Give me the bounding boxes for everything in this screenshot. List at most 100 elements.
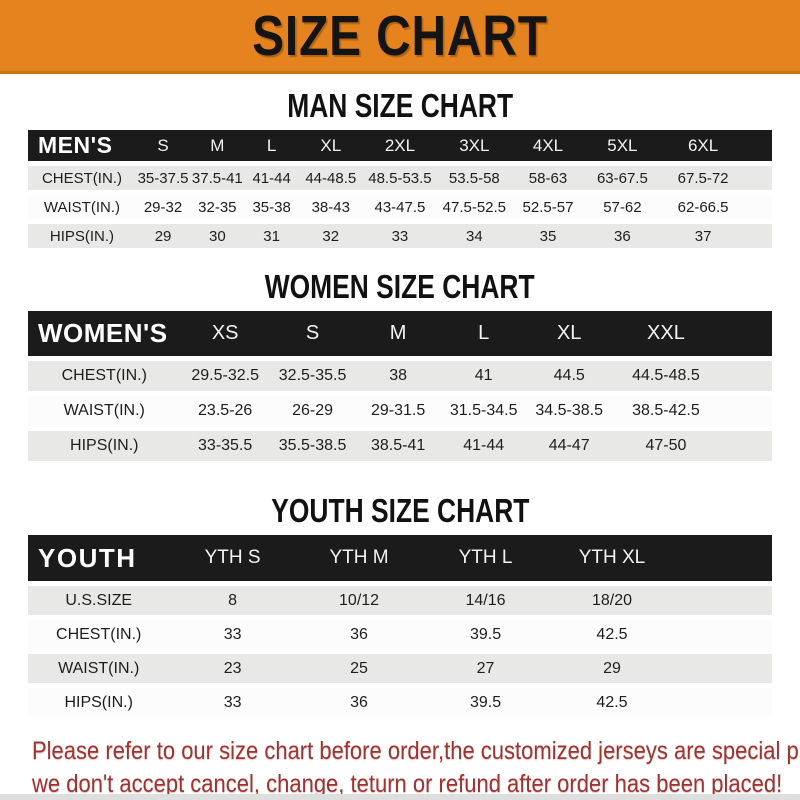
- men-size-header: L: [244, 130, 299, 161]
- row-label: WAIST(IN.): [28, 195, 136, 219]
- disclaimer-line-1-text: Please refer to our size chart before or…: [32, 737, 800, 765]
- spacer-cell: [675, 654, 772, 683]
- cell: 41-44: [440, 431, 527, 461]
- cell: 44-47: [526, 431, 612, 461]
- cell: 33-35.5: [180, 431, 270, 461]
- cell: 38.5-42.5: [611, 396, 720, 426]
- women-size-header: XL: [526, 311, 612, 356]
- cell: 38: [355, 361, 441, 391]
- bottom-edge-strip: [0, 794, 800, 800]
- disclaimer-line-2-text: we don't accept cancel, change, teturn o…: [32, 770, 783, 798]
- women-size-header: L: [440, 311, 527, 356]
- row-label: CHEST(IN.): [28, 620, 170, 649]
- row-label: WAIST(IN.): [28, 396, 181, 426]
- women-hips-row: HIPS(IN.) 33-35.5 35.5-38.5 38.5-41 41-4…: [28, 431, 772, 461]
- men-size-table: MEN'S S M L XL 2XL 3XL 4XL 5XL 6XL CHEST…: [28, 125, 772, 253]
- cell: 32.5-35.5: [269, 361, 356, 391]
- cell: 32-35: [190, 195, 245, 219]
- women-section-heading: WOMEN SIZE CHART: [0, 268, 800, 306]
- cell: 32: [298, 224, 363, 248]
- men-size-header: 2XL: [362, 130, 438, 161]
- men-table-header-row: MEN'S S M L XL 2XL 3XL 4XL 5XL 6XL: [28, 130, 772, 161]
- cell: 18/20: [548, 586, 676, 615]
- cell: 44-48.5: [298, 166, 363, 190]
- youth-size-header: YTH L: [422, 535, 549, 581]
- banner: SIZE CHART: [0, 0, 800, 74]
- cell: 29-31.5: [355, 396, 441, 426]
- women-chest-row: CHEST(IN.) 29.5-32.5 32.5-35.5 38 41 44.…: [28, 361, 772, 391]
- women-table-title: WOMEN'S: [28, 311, 181, 356]
- cell: 25: [295, 654, 423, 683]
- youth-size-header: YTH XL: [548, 535, 676, 581]
- spacer-cell: [719, 311, 772, 356]
- men-section-heading: MAN SIZE CHART: [0, 87, 800, 125]
- youth-section-heading-text: YOUTH SIZE CHART: [270, 492, 530, 529]
- row-label: CHEST(IN.): [28, 361, 181, 391]
- row-label: WAIST(IN.): [28, 654, 170, 683]
- spacer-cell: [675, 620, 772, 649]
- cell: 36: [295, 688, 423, 717]
- cell: 53.5-58: [437, 166, 512, 190]
- women-size-header: S: [269, 311, 356, 356]
- cell: 33: [169, 620, 296, 649]
- cell: 47.5-52.5: [437, 195, 512, 219]
- women-size-header: M: [355, 311, 441, 356]
- men-section-heading-text: MAN SIZE CHART: [287, 87, 513, 124]
- cell: 26-29: [269, 396, 356, 426]
- cell: 62-66.5: [660, 195, 746, 219]
- cell: 43-47.5: [362, 195, 438, 219]
- men-size-header: 3XL: [437, 130, 512, 161]
- spacer-cell: [745, 166, 772, 190]
- cell: 8: [169, 586, 296, 615]
- row-label: HIPS(IN.): [28, 224, 136, 248]
- cell: 36: [295, 620, 423, 649]
- cell: 33: [169, 688, 296, 717]
- spacer-cell: [745, 224, 772, 248]
- disclaimer-line-1: Please refer to our size chart before or…: [32, 735, 800, 768]
- spacer-cell: [675, 586, 772, 615]
- cell: 23.5-26: [180, 396, 270, 426]
- men-size-header: 6XL: [660, 130, 746, 161]
- women-size-header: XXL: [611, 311, 720, 356]
- men-chest-row: CHEST(IN.) 35-37.5 37.5-41 41-44 44-48.5…: [28, 166, 772, 190]
- cell: 48.5-53.5: [362, 166, 438, 190]
- youth-hips-row: HIPS(IN.) 33 36 39.5 42.5: [28, 688, 772, 717]
- spacer-cell: [675, 535, 772, 581]
- cell: 36: [584, 224, 661, 248]
- cell: 39.5: [422, 620, 549, 649]
- cell: 29: [548, 654, 676, 683]
- women-size-table: WOMEN'S XS S M L XL XXL CHEST(IN.) 29.5-…: [28, 306, 772, 466]
- youth-size-header: YTH M: [295, 535, 423, 581]
- spacer-cell: [675, 688, 772, 717]
- cell: 35-38: [244, 195, 299, 219]
- cell: 38-43: [298, 195, 363, 219]
- cell: 52.5-57: [511, 195, 585, 219]
- spacer-cell: [719, 396, 772, 426]
- cell: 58-63: [511, 166, 585, 190]
- cell: 35-37.5: [135, 166, 191, 190]
- cell: 42.5: [548, 620, 676, 649]
- cell: 44.5: [526, 361, 612, 391]
- cell: 23: [169, 654, 296, 683]
- spacer-cell: [719, 431, 772, 461]
- cell: 31: [244, 224, 299, 248]
- cell: 39.5: [422, 688, 549, 717]
- women-section-heading-text: WOMEN SIZE CHART: [265, 268, 535, 305]
- cell: 10/12: [295, 586, 423, 615]
- cell: 34: [437, 224, 512, 248]
- men-size-header: M: [190, 130, 245, 161]
- cell: 30: [190, 224, 245, 248]
- cell: 29.5-32.5: [180, 361, 270, 391]
- youth-size-table: YOUTH YTH S YTH M YTH L YTH XL U.S.SIZE …: [28, 530, 772, 722]
- cell: 31.5-34.5: [440, 396, 527, 426]
- cell: 35.5-38.5: [269, 431, 356, 461]
- cell: 34.5-38.5: [526, 396, 612, 426]
- men-waist-row: WAIST(IN.) 29-32 32-35 35-38 38-43 43-47…: [28, 195, 772, 219]
- cell: 44.5-48.5: [611, 361, 720, 391]
- youth-size-header: YTH S: [169, 535, 296, 581]
- cell: 63-67.5: [584, 166, 661, 190]
- women-size-header: XS: [180, 311, 270, 356]
- spacer-cell: [745, 195, 772, 219]
- youth-waist-row: WAIST(IN.) 23 25 27 29: [28, 654, 772, 683]
